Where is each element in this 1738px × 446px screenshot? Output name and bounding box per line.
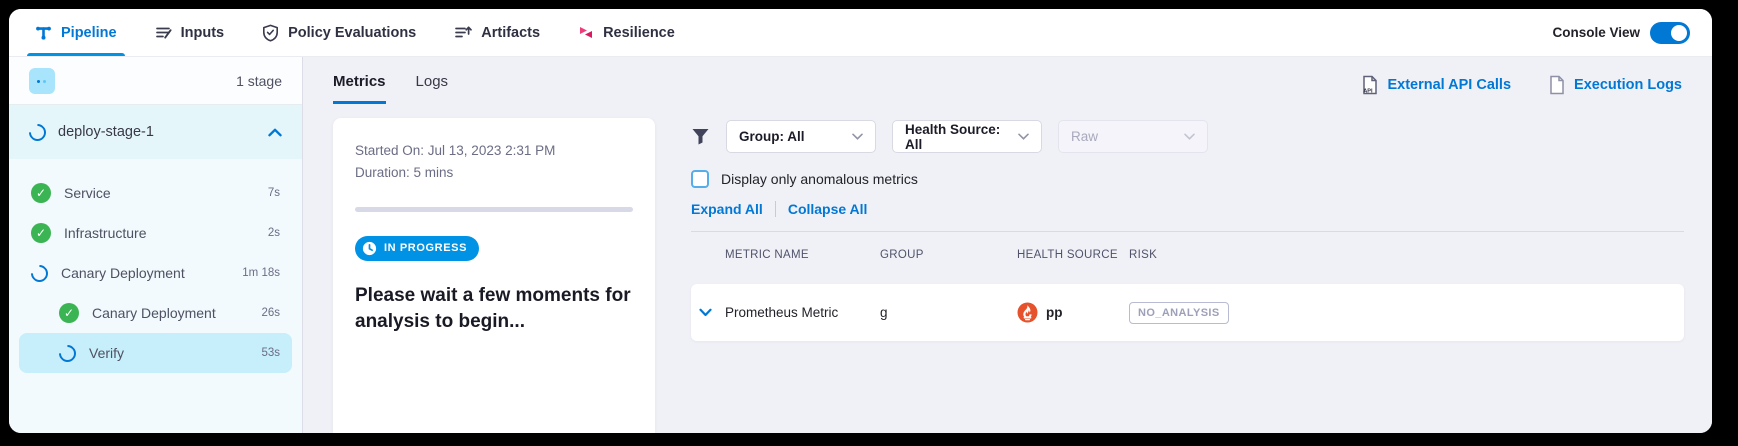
- nav-tab-label: Artifacts: [481, 24, 541, 41]
- shield-check-icon: [262, 24, 279, 42]
- step-canary-deployment-group[interactable]: Canary Deployment 1m 18s: [19, 253, 292, 293]
- divider: [774, 201, 776, 217]
- step-duration: 1m 18s: [242, 267, 280, 279]
- status-badge: IN PROGRESS: [355, 235, 480, 261]
- col-group: GROUP: [880, 249, 924, 261]
- filter-funnel-icon[interactable]: [691, 127, 710, 146]
- success-check-icon: ✓: [31, 183, 51, 203]
- success-check-icon: ✓: [31, 223, 51, 243]
- document-icon: [1549, 75, 1565, 95]
- running-spinner-icon: [55, 340, 80, 366]
- nav-tab-inputs[interactable]: Inputs: [153, 9, 227, 56]
- tab-logs[interactable]: Logs: [415, 73, 449, 90]
- stages-badge-icon[interactable]: [29, 67, 55, 94]
- step-verify[interactable]: Verify 53s: [19, 333, 292, 373]
- anomalous-metrics-checkbox-row: Display only anomalous metrics: [691, 170, 1684, 188]
- api-document-icon: API: [1361, 75, 1378, 95]
- chevron-up-icon[interactable]: [268, 128, 282, 137]
- nav-tab-pipeline[interactable]: Pipeline: [27, 9, 125, 56]
- col-risk: RISK: [1129, 249, 1158, 261]
- resilience-icon: [578, 24, 594, 41]
- collapse-all-link[interactable]: Collapse All: [787, 201, 868, 217]
- chevron-down-icon: [852, 133, 863, 140]
- external-api-calls-link[interactable]: API External API Calls: [1361, 75, 1511, 95]
- nav-tab-label: Pipeline: [61, 24, 117, 41]
- console-view-control: Console View: [1552, 9, 1690, 56]
- execution-sidebar: 1 stage deploy-stage-1 ✓ Service 7s ✓ In…: [9, 57, 303, 433]
- started-on-label: Started On: Jul 13, 2023 2:31 PM: [355, 143, 556, 158]
- health-source-filter-dropdown[interactable]: Health Source: All: [892, 120, 1042, 153]
- health-source-cell: pp: [1017, 302, 1129, 323]
- analysis-status-card: Started On: Jul 13, 2023 2:31 PM Duratio…: [333, 118, 655, 433]
- analysis-progress-bar: [355, 206, 633, 212]
- verify-step-content: Metrics Logs API External API Calls: [303, 57, 1712, 433]
- inputs-icon: [155, 24, 172, 41]
- nav-tab-resilience[interactable]: Resilience: [576, 9, 677, 56]
- step-duration: 2s: [267, 227, 280, 239]
- stage-count-label: 1 stage: [236, 72, 282, 89]
- running-spinner-icon: [27, 260, 52, 286]
- nav-tab-label: Inputs: [180, 24, 225, 41]
- sidebar-stage-deploy-stage-1[interactable]: deploy-stage-1: [9, 105, 302, 159]
- step-duration: 7s: [267, 187, 280, 199]
- running-spinner-icon: [25, 119, 50, 145]
- toggle-knob: [1671, 24, 1687, 41]
- metric-name-cell: Prometheus Metric: [725, 305, 839, 320]
- pipeline-icon: [35, 24, 52, 41]
- stage-name-label: deploy-stage-1: [58, 124, 154, 140]
- nav-tab-label: Resilience: [603, 24, 675, 41]
- col-metric-name: METRIC NAME: [725, 249, 809, 261]
- console-view-toggle[interactable]: [1650, 21, 1690, 44]
- col-health-source: HEALTH SOURCE: [1017, 249, 1118, 261]
- nav-tab-label: Policy Evaluations: [288, 24, 417, 41]
- app-window: Pipeline Inputs Policy Evaluations Artif…: [9, 9, 1712, 433]
- detail-tabs: Metrics Logs: [333, 73, 448, 104]
- success-check-icon: ✓: [59, 303, 79, 323]
- risk-cell: NO_ANALYSIS: [1129, 301, 1684, 324]
- clock-icon: [362, 241, 377, 256]
- console-view-label: Console View: [1552, 25, 1640, 40]
- step-duration: 53s: [261, 347, 280, 359]
- risk-status-badge: NO_ANALYSIS: [1129, 301, 1229, 324]
- anomalous-metrics-checkbox[interactable]: [691, 170, 709, 188]
- artifacts-icon: [454, 24, 473, 41]
- chevron-down-icon[interactable]: [699, 308, 725, 317]
- svg-text:API: API: [1364, 89, 1374, 95]
- divider: [691, 231, 1684, 232]
- step-service[interactable]: ✓ Service 7s: [19, 173, 292, 213]
- raw-filter-dropdown: Raw: [1058, 120, 1208, 153]
- group-cell: g: [880, 305, 888, 320]
- step-list: ✓ Service 7s ✓ Infrastructure 2s Canary …: [9, 159, 302, 383]
- step-infrastructure[interactable]: ✓ Infrastructure 2s: [19, 213, 292, 253]
- execution-nav-tabs: Pipeline Inputs Policy Evaluations Artif…: [27, 9, 677, 56]
- chevron-down-icon: [1184, 133, 1195, 140]
- execution-logs-link[interactable]: Execution Logs: [1549, 75, 1682, 95]
- metrics-table-header: METRIC NAME GROUP HEALTH SOURCE RISK: [691, 249, 1684, 261]
- metrics-table-row[interactable]: Prometheus Metric g pp NO_ANALYSIS: [691, 284, 1684, 341]
- step-duration: 26s: [261, 307, 280, 319]
- top-nav: Pipeline Inputs Policy Evaluations Artif…: [9, 9, 1712, 57]
- nav-tab-policy-evaluations[interactable]: Policy Evaluations: [260, 9, 418, 56]
- metrics-panel: Group: All Health Source: All Raw: [655, 118, 1684, 433]
- tab-metrics[interactable]: Metrics: [333, 73, 386, 104]
- chevron-down-icon: [1018, 133, 1029, 140]
- step-canary-deployment[interactable]: ✓ Canary Deployment 26s: [19, 293, 292, 333]
- expand-all-link[interactable]: Expand All: [691, 201, 763, 217]
- wait-message: Please wait a few moments for analysis t…: [355, 284, 631, 333]
- group-filter-dropdown[interactable]: Group: All: [726, 120, 876, 153]
- checkbox-label: Display only anomalous metrics: [721, 171, 918, 187]
- sidebar-header: 1 stage: [9, 57, 302, 105]
- prometheus-icon: [1017, 302, 1038, 323]
- duration-label: Duration: 5 mins: [355, 165, 454, 181]
- nav-tab-artifacts[interactable]: Artifacts: [452, 9, 542, 56]
